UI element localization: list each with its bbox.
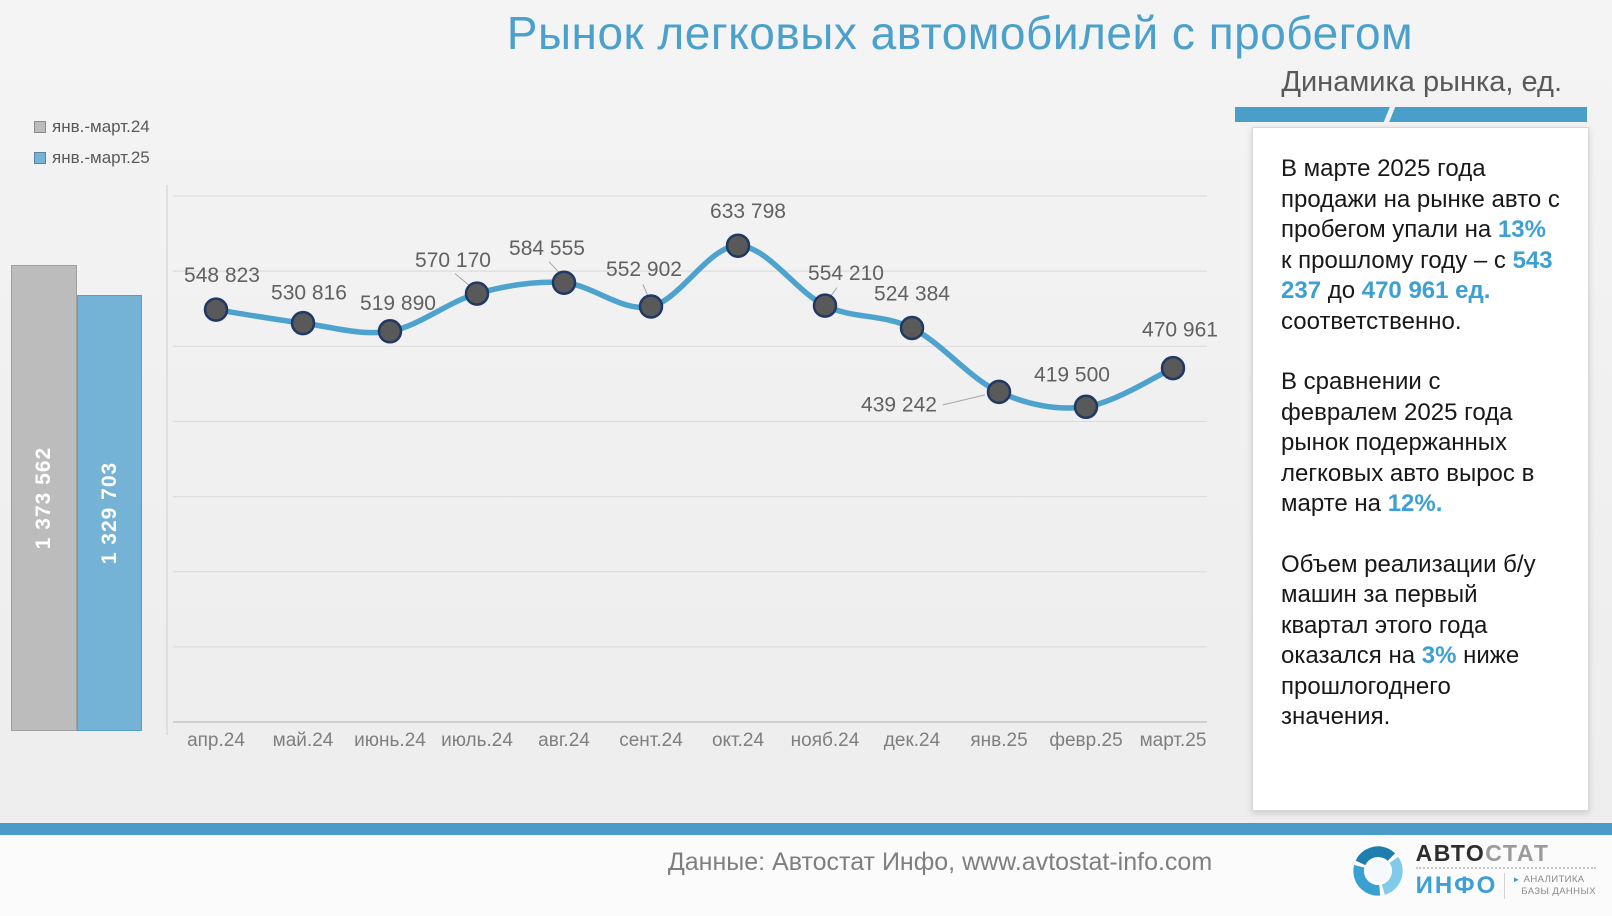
- total-bar-2024: 1 373 562: [11, 265, 77, 731]
- legend-swatch-2025: [34, 152, 46, 164]
- data-point-янв.25: [986, 379, 1012, 405]
- data-label-сент.24: 552 902: [606, 258, 682, 281]
- data-point-май.24: [290, 310, 316, 336]
- logo-tagline: ► АНАЛИТИКА БАЗЫ ДАННЫХ: [1512, 874, 1596, 897]
- sales-line-series: [213, 242, 1176, 411]
- x-axis-label-нояб.24: нояб.24: [791, 730, 860, 751]
- data-point-март.25: [1160, 355, 1186, 381]
- insight-panel: В марте 2025 года продажи на рынке авто …: [1252, 127, 1589, 811]
- data-point-апр.24: [203, 297, 229, 322]
- data-label-май.24: 530 816: [271, 282, 347, 305]
- data-label-янв.25: 439 242: [861, 393, 937, 416]
- page-title: Рынок легковых автомобилей с пробегом: [506, 7, 1414, 59]
- data-label-июнь.24: 519 890: [360, 292, 436, 315]
- x-axis-label-май.24: май.24: [273, 730, 334, 751]
- highlight-value: 13%: [1497, 216, 1546, 243]
- highlight-value: 12%.: [1387, 490, 1443, 517]
- x-axis-label-янв.25: янв.25: [970, 730, 1027, 751]
- legend-item-2025: янв.-март.25: [34, 148, 150, 168]
- label-leader-line: [827, 287, 838, 300]
- data-point-февр.25: [1073, 394, 1099, 420]
- avtostat-logo: АВТОСТАТ ИНФО ► АНАЛИТИКА БАЗЫ ДАННЫХ: [1349, 841, 1596, 900]
- data-label-авг.24: 584 555: [509, 237, 585, 260]
- x-axis-label-март.25: март.25: [1140, 730, 1207, 751]
- logo-vertical-divider: [1504, 873, 1506, 899]
- data-point-сент.24: [638, 294, 664, 319]
- x-axis-label-дек.24: дек.24: [884, 730, 941, 751]
- x-axis-label-июнь.24: июнь.24: [354, 730, 426, 751]
- total-bar-2025: 1 329 703: [77, 295, 142, 731]
- legend-label-2025: янв.-март.25: [52, 148, 150, 167]
- x-axis-label-сент.24: сент.24: [619, 730, 683, 751]
- footer-divider: [0, 823, 1612, 835]
- highlight-value: 3%: [1421, 642, 1457, 669]
- data-label-июль.24: 570 170: [415, 249, 491, 272]
- x-axis-label-июль.24: июль.24: [441, 730, 513, 751]
- footer-background: [0, 835, 1612, 916]
- data-point-дек.24: [899, 315, 925, 341]
- data-label-нояб.24: 554 210: [808, 262, 884, 285]
- data-point-июнь.24: [377, 319, 403, 344]
- data-label-окт.24: 633 798: [710, 200, 786, 223]
- data-point-авг.24: [551, 270, 577, 295]
- data-label-февр.25: 419 500: [1034, 363, 1110, 386]
- highlight-value: 470 961 ед.: [1361, 277, 1491, 304]
- logo-arrow-icon: ►: [1512, 875, 1521, 884]
- legend-swatch-2024: [34, 121, 46, 133]
- avtostat-logo-icon: [1352, 845, 1403, 896]
- legend-item-2024: янв.-март.24: [34, 117, 150, 137]
- x-axis-label-февр.25: февр.25: [1049, 730, 1122, 751]
- x-axis-label-авг.24: авг.24: [538, 730, 590, 751]
- data-point-июль.24: [464, 281, 490, 306]
- data-label-дек.24: 524 384: [874, 283, 950, 306]
- insight-panel-text: В марте 2025 года продажи на рынке авто …: [1281, 154, 1560, 733]
- x-axis-label-окт.24: окт.24: [712, 730, 765, 751]
- insight-paragraph: В марте 2025 года продажи на рынке авто …: [1281, 155, 1560, 335]
- ribbon-slash-decoration: [1382, 102, 1397, 127]
- insight-paragraph: В сравнении с февралем 2025 года рынок п…: [1281, 368, 1535, 517]
- insight-paragraph: Объем реализации б/у машин за первый ква…: [1281, 550, 1536, 731]
- legend-label-2024: янв.-март.24: [52, 117, 150, 136]
- label-leader-line: [642, 284, 650, 299]
- total-bar-2025-value: 1 329 703: [97, 461, 121, 565]
- avtostat-logo-text: АВТОСТАТ ИНФО ► АНАЛИТИКА БАЗЫ ДАННЫХ: [1415, 840, 1596, 900]
- subtitle-ribbon: [1235, 102, 1587, 127]
- label-leader-line: [548, 261, 562, 276]
- data-label-март.25: 470 961: [1142, 319, 1218, 342]
- chart-legend: янв.-март.24 янв.-март.25: [34, 117, 150, 179]
- label-leader-line: [942, 394, 986, 406]
- logo-dotted-divider: [1415, 867, 1596, 869]
- x-axis-label-апр.24: апр.24: [187, 730, 245, 751]
- data-label-апр.24: 548 823: [184, 264, 260, 287]
- total-bar-2024-value: 1 373 562: [32, 446, 55, 550]
- highlight-value: 543 237: [1281, 246, 1553, 305]
- label-leader-line: [454, 273, 473, 288]
- chart-subtitle: Динамика рынка, ед.: [1281, 66, 1562, 98]
- logo-brand-light: СТАТ: [1485, 840, 1550, 866]
- logo-brand-bold: АВТО: [1415, 840, 1486, 866]
- data-point-окт.24: [725, 233, 751, 258]
- logo-sub-brand: ИНФО: [1415, 872, 1498, 899]
- data-source-text: Данные: Автостат Инфо, www.avtostat-info…: [667, 848, 1213, 876]
- data-point-нояб.24: [812, 293, 838, 318]
